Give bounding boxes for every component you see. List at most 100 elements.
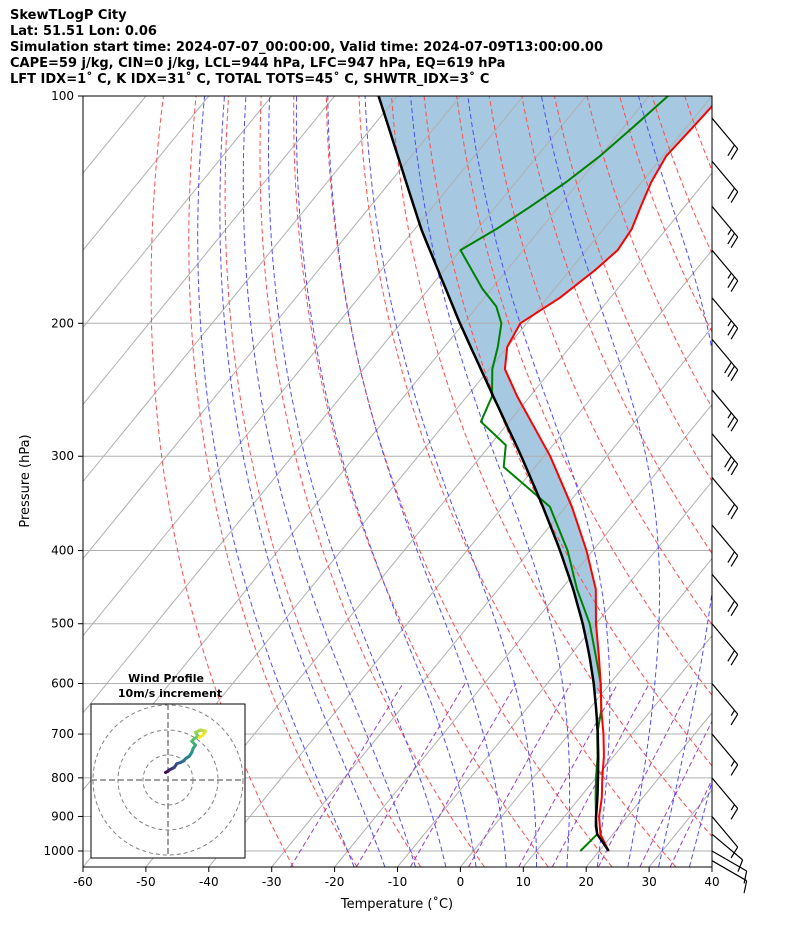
wind-barb-flag [727,365,736,378]
wind-barb-layer [711,117,748,894]
dry-adiabat-line [750,96,794,867]
dry-adiabat-line [619,96,712,333]
wind-barb-staff [711,117,739,150]
wind-barb [711,205,739,249]
wind-barb-flag [730,236,739,249]
y-tick-label: 500 [51,617,74,631]
x-tick-label: 0 [457,875,465,889]
location-line: Lat: 51.51 Lon: 0.06 [10,24,157,39]
wind-barb [711,733,739,776]
isotherm-line [83,96,335,406]
x-tick-label: -60 [73,875,93,889]
wind-barb [711,860,748,894]
wind-barb-flag [730,846,739,859]
isotherm-line [271,326,712,867]
y-tick-label: 300 [51,449,74,463]
moist-adiabat-line [327,96,507,867]
wind-barb-flag [727,144,736,157]
dry-adiabat-line [651,96,712,255]
moist-adiabat-line [638,96,712,867]
dry-adiabat-line [423,96,712,767]
wind-barb-staff [711,573,739,606]
wind-barb-flag [730,654,739,666]
wind-barb-flag [727,276,736,289]
wind-barb-flag [730,713,739,726]
wind-barb-staff [711,850,747,872]
dry-adiabat-line [150,96,294,867]
wind-barb-flag [730,191,739,203]
mixing-ratio-line [597,683,693,867]
wind-barb-staff [711,733,739,766]
wind-barb-flag [737,859,744,872]
dry-adiabat-line [224,96,422,867]
x-tick-label: 10 [516,875,531,889]
wind-barb-half-flag [730,710,736,717]
mixing-ratio-line [468,683,572,867]
wind-barb-staff [711,816,739,848]
dry-adiabat-line [358,96,677,867]
dry-adiabat-line [783,96,794,867]
wind-barb-staff [711,389,739,421]
wind-barb-flag [730,604,739,617]
cape-fill-layer [378,96,712,694]
x-tick-label: -50 [136,875,156,889]
wind-barb-flag [730,507,739,520]
isotherm-line [397,480,712,867]
dry-adiabat-line [488,96,712,626]
moist-adiabat-line [467,96,611,867]
wind-barb-half-flag [727,412,732,419]
isotherm-line [648,789,712,867]
y-tick-label: 600 [51,677,74,691]
wind-barb-half-flag [727,228,732,236]
wind-barb [711,777,739,820]
wind-barb [711,524,739,567]
x-tick-label: -30 [262,875,282,889]
wind-barb-staff [711,833,744,861]
y-tick-label: 200 [51,316,74,330]
isotherm-line [83,96,524,637]
x-tick-label: -10 [388,875,408,889]
wind-barb [711,683,739,726]
wind-barb-staff [711,160,739,193]
isotherm-line [83,96,398,483]
wind-barb-staff [711,338,739,371]
cape-area [378,96,712,694]
chart-title: SkewTLogP City [10,8,127,23]
wind-barb-staff [711,524,739,557]
wind-barb-flag [730,148,739,160]
isotherm-line [83,96,273,329]
wind-barb-staff [711,683,739,715]
isotherm-line [460,557,712,867]
dry-adiabat-line [188,96,358,867]
moist-adiabat-line [295,96,477,867]
wind-barb-staff [711,205,739,238]
wind-barb-flag [730,463,739,476]
hodograph-title: Wind Profile [128,672,204,685]
wind-barb-staff [711,297,739,329]
wind-barb [711,117,739,160]
moist-adiabat-line [219,96,386,867]
wind-barb-flag [727,187,736,200]
wind-barb [711,433,739,476]
dry-adiabat-line [259,96,485,867]
dry-adiabat-line [456,96,712,697]
temperature-line [503,104,712,852]
wind-barb-staff [711,477,739,509]
indices-line: LFT IDX=1˚ C, K IDX=31˚ C, TOTAL TOTS=45… [10,72,490,87]
dry-adiabat-line [391,96,712,838]
wind-barb-flag [727,650,736,662]
wind-barb [711,160,739,203]
y-tick-label: 1000 [43,844,74,858]
profile-layer [377,96,712,852]
isotherm-line [711,866,712,867]
wind-barb-flag [730,280,739,292]
isotherm-line [585,712,712,867]
y-tick-label: 800 [51,771,74,785]
y-tick-label: 100 [51,89,74,103]
wind-barb [711,816,739,859]
wind-barb-half-flag [730,804,736,811]
adiabat-layer [150,96,794,867]
wind-barb-staff [711,860,747,882]
moist-adiabat-line [268,96,447,867]
wind-barb [711,833,744,872]
